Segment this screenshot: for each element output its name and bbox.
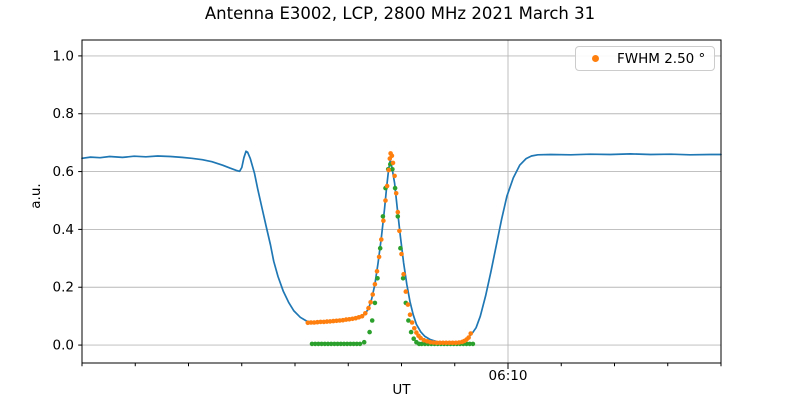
y-tick-label: 0.6 — [53, 164, 74, 180]
fit-gaussian-scatter — [309, 162, 476, 347]
data-point — [437, 340, 443, 346]
data-point — [374, 269, 380, 274]
data-point — [467, 341, 473, 347]
data-point — [395, 214, 401, 219]
data-point — [369, 318, 375, 323]
data-point — [397, 228, 402, 234]
legend-label: FWHM 2.50 ° — [617, 50, 706, 67]
data-point — [316, 341, 321, 347]
y-tick-label: 0.8 — [53, 106, 74, 122]
data-point — [312, 341, 318, 347]
data-point — [405, 302, 411, 307]
data-point — [379, 237, 384, 242]
data-point — [325, 341, 331, 347]
data-point — [372, 282, 378, 287]
y-axis-label: a.u. — [28, 183, 44, 209]
data-point — [384, 183, 390, 189]
legend: FWHM 2.50 ° — [575, 46, 715, 71]
data-point — [470, 341, 476, 347]
axes-frame — [81, 39, 722, 364]
data-point — [368, 300, 373, 305]
data-point — [440, 340, 446, 346]
y-tick-label: 0.2 — [53, 280, 74, 296]
data-point — [341, 341, 347, 347]
data-point — [335, 341, 340, 347]
data-point — [370, 292, 376, 297]
data-point — [398, 245, 403, 251]
data-point — [359, 313, 365, 319]
data-point — [338, 341, 344, 347]
data-point — [367, 329, 372, 335]
data-point — [419, 341, 425, 347]
data-point — [361, 339, 367, 345]
y-tick-label: 0.0 — [53, 338, 74, 354]
data-point — [468, 331, 474, 336]
data-point — [390, 160, 396, 166]
data-point — [407, 312, 413, 318]
data-point — [450, 340, 455, 346]
data-point — [392, 185, 398, 191]
data-point — [466, 335, 471, 340]
data-point — [381, 218, 386, 223]
scan-data-scatter — [305, 151, 474, 346]
data-point — [434, 340, 439, 346]
data-point — [351, 341, 356, 347]
data-point — [409, 320, 415, 325]
data-point — [363, 311, 368, 316]
data-point — [386, 167, 392, 173]
data-point — [406, 318, 411, 323]
data-point — [357, 341, 363, 347]
y-tick-label: 1.0 — [53, 48, 74, 64]
data-point — [401, 271, 406, 277]
y-tick-label: 0.4 — [53, 222, 74, 238]
x-tick-label: 06:10 — [489, 368, 528, 384]
gridlines — [82, 40, 721, 363]
data-point — [377, 245, 383, 251]
data-point — [389, 153, 395, 158]
data-point — [366, 305, 371, 311]
data-point — [344, 341, 350, 347]
legend-marker-dot — [592, 55, 599, 62]
x-axis-label: UT — [392, 382, 411, 398]
data-point — [383, 198, 388, 203]
data-point — [348, 341, 353, 347]
data-point — [443, 340, 449, 346]
data-point — [412, 326, 417, 331]
axes-group: 06:10 0.0 0.2 0.4 0.6 0.8 1.0 — [53, 39, 722, 384]
chart-title: Antenna E3002, LCP, 2800 MHz 2021 March … — [204, 4, 596, 23]
data-point — [380, 214, 386, 219]
data-point — [400, 276, 406, 281]
series-group — [81, 150, 722, 347]
data-point — [408, 329, 414, 335]
data-point — [399, 251, 404, 257]
data-point — [328, 341, 334, 347]
data-point — [395, 209, 401, 215]
data-point — [447, 340, 452, 346]
data-point — [375, 276, 380, 281]
data-point — [308, 320, 314, 325]
data-point — [332, 341, 337, 347]
data-point — [309, 341, 315, 347]
data-point — [403, 289, 409, 294]
data-point — [372, 300, 378, 306]
data-point — [318, 319, 323, 325]
data-point — [322, 341, 328, 347]
data-point — [392, 173, 397, 179]
data-point — [354, 341, 360, 347]
data-point — [376, 254, 382, 260]
data-point — [411, 336, 417, 342]
data-point — [319, 341, 324, 347]
data-point — [393, 191, 399, 196]
data-point — [390, 167, 395, 172]
